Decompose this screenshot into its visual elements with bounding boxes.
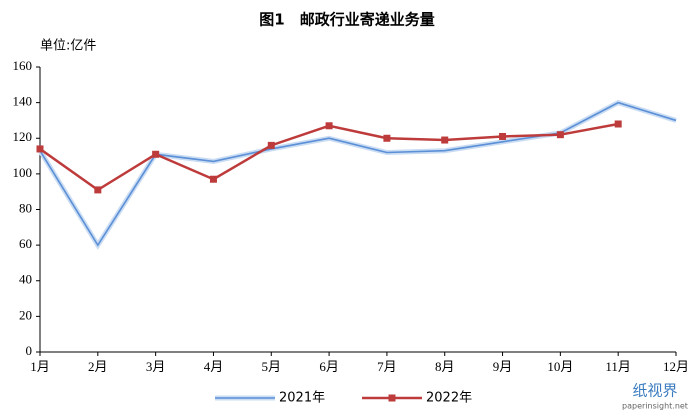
- legend-label: 2021年: [279, 391, 325, 406]
- marker: [325, 122, 333, 130]
- y-tick-label: 20: [19, 307, 32, 322]
- x-tick-label: 7月: [377, 359, 397, 374]
- y-tick-label: 160: [13, 58, 33, 73]
- y-tick-label: 0: [26, 343, 33, 358]
- x-tick-label: 9月: [493, 359, 513, 374]
- x-tick-label: 3月: [146, 359, 166, 374]
- marker: [383, 134, 391, 142]
- chart-title: 图1 邮政行业寄递业务量: [259, 11, 434, 29]
- y-tick-label: 140: [13, 94, 33, 109]
- series-line: [39, 122, 619, 192]
- x-tick-label: 10月: [547, 359, 573, 374]
- legend-label: 2022年: [426, 391, 472, 406]
- x-tick-label: 2月: [88, 359, 108, 374]
- marker: [94, 186, 102, 194]
- y-tick-label: 40: [19, 272, 32, 287]
- marker: [556, 131, 564, 139]
- series-line: [39, 101, 677, 247]
- series-line-halo: [37, 99, 677, 250]
- x-tick-label: 5月: [262, 359, 282, 374]
- x-tick-label: 12月: [663, 359, 689, 374]
- x-tick-label: 4月: [204, 359, 224, 374]
- y-tick-label: 60: [19, 236, 32, 251]
- y-tick-label: 120: [13, 129, 33, 144]
- x-tick-label: 11月: [605, 359, 631, 374]
- x-tick-label: 8月: [435, 359, 455, 374]
- x-tick-label: 6月: [319, 359, 339, 374]
- marker: [614, 120, 622, 128]
- legend-marker: [388, 394, 396, 402]
- x-tick-label: 1月: [30, 359, 50, 374]
- y-tick-label: 80: [19, 200, 32, 215]
- watermark: 纸视界: [632, 382, 677, 400]
- marker: [441, 136, 449, 144]
- marker: [36, 145, 44, 153]
- marker: [209, 175, 217, 183]
- marker: [499, 132, 507, 140]
- y-tick-label: 100: [13, 165, 33, 180]
- watermark-url: paperinsight.net: [622, 402, 688, 411]
- marker: [267, 141, 275, 149]
- y-axis-label: 单位:亿件: [40, 39, 96, 54]
- marker: [152, 150, 160, 158]
